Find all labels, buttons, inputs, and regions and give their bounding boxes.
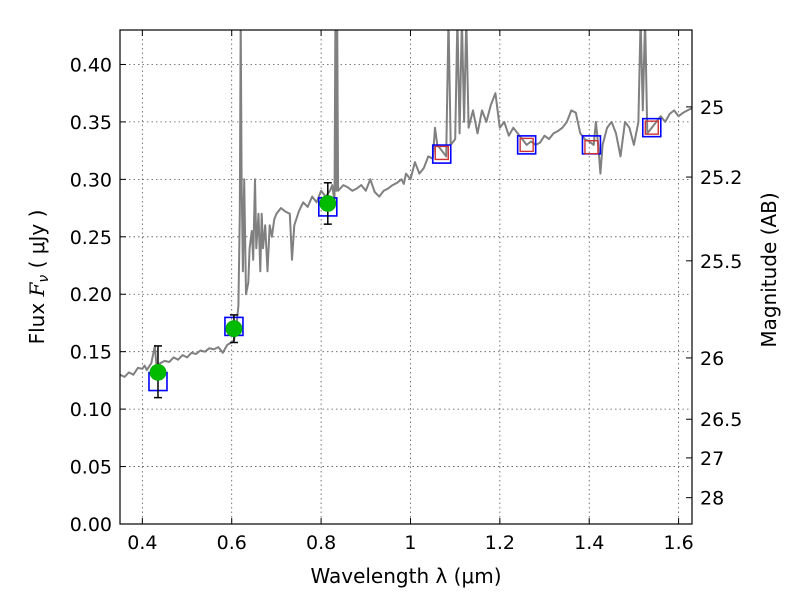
plot-area [120,30,692,399]
y-axis-title-subscript: ν [36,275,52,283]
spectrum-line [120,30,692,378]
x-tick-label: 1.4 [574,532,604,554]
y-axis-title-symbol: F [25,281,49,297]
y2-tick-label: 25 [700,97,724,119]
y-tick-label: 0.35 [70,112,112,134]
y-tick-label: 0.05 [70,457,112,479]
y-axis-title: Flux Fν ( μJy ) [25,210,52,345]
x-tick-label: 1.2 [485,532,515,554]
model-square [516,135,537,155]
y2-tick-label: 26 [700,348,724,370]
y-axis-title-suffix: ( μJy ) [25,210,49,275]
x-tick-label: 0.6 [217,532,247,554]
band-square [519,137,534,153]
y-tick-label: 0.15 [70,342,112,364]
y2-axis-title: Magnitude (AB) [757,192,781,347]
axis-ticks: 0.4 0.6 0.8 1 1.2 1.4 1.6 0.00 0.05 0.10 0.15 0.20 0… [70,30,742,554]
band-square [584,139,599,155]
x-axis-title: Wavelength λ (μm) [310,564,501,588]
y-tick-label: 0.10 [70,399,112,421]
plot-frame [119,29,693,525]
observed-point [225,320,243,338]
y-tick-label: 0.20 [70,284,112,306]
x-tick-label: 1 [404,532,416,554]
x-tick-label: 0.4 [127,532,157,554]
y2-tick-label: 25.2 [700,167,742,189]
y2-tick-label: 27 [700,448,724,470]
y2-tick-label: 26.5 [700,409,742,431]
band-square [644,120,659,135]
y-tick-label: 0.40 [70,54,112,76]
y-axis-title-prefix: Flux [25,296,49,344]
observed-point [149,363,167,381]
y2-tick-label: 28 [700,488,724,510]
y2-tick-label: 25.5 [700,251,742,273]
model-square [641,117,662,138]
observed-point [319,195,337,212]
y-tick-label: 0.25 [70,227,112,249]
x-tick-label: 0.8 [306,532,336,554]
x-tick-label: 1.6 [663,532,693,554]
band-square [434,145,449,161]
model-square [431,144,452,164]
y-tick-label: 0.00 [70,514,112,536]
y-tick-label: 0.30 [70,169,112,191]
